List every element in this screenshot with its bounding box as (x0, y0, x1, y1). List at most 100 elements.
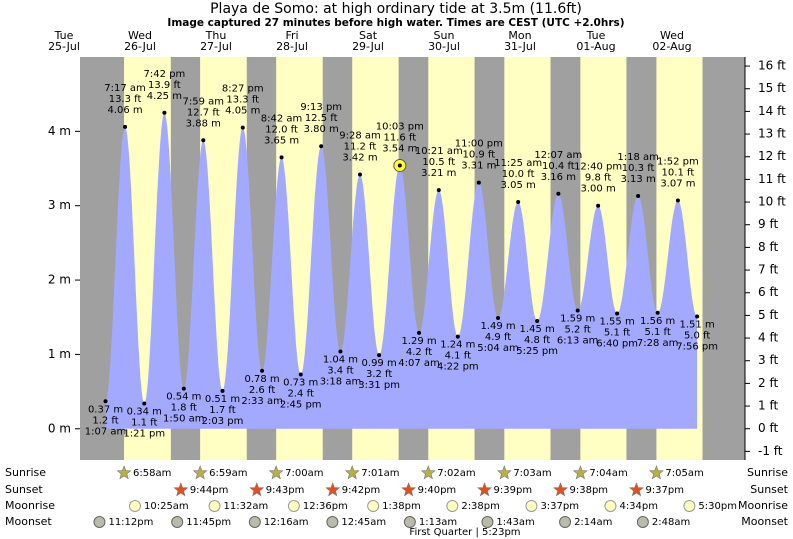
sunrise-icon (420, 465, 436, 480)
moonset-time: 12:45am (341, 517, 386, 528)
tide-point (279, 155, 284, 160)
moonrise-time: 11:32am (224, 501, 269, 512)
day-date: 29-Jul (352, 40, 384, 53)
sunrise-time: 7:03am (513, 468, 551, 479)
sunset-icon (552, 482, 569, 497)
tide-point (516, 199, 521, 204)
y2-tick-label: 5 ft (758, 308, 778, 322)
tide-label: 1:07 am (85, 426, 127, 437)
tide-point (496, 315, 501, 320)
y2-tick-label: 9 ft (758, 217, 778, 231)
chart-subtitle: Image captured 27 minutes before high wa… (167, 17, 624, 29)
tide-label: 1.7 ft (209, 405, 235, 416)
tide-point (162, 110, 167, 115)
sunrise-icon (496, 465, 512, 480)
sunset-icon (628, 482, 644, 497)
row-label-right: Moonrise (738, 499, 788, 512)
tide-label: 4.8 ft (524, 335, 550, 346)
tide-label: 10.4 ft (542, 161, 575, 172)
sunrise-time: 7:00am (285, 468, 323, 479)
tide-label: 8:42 am (261, 113, 303, 124)
tide-label: 10.1 ft (662, 168, 695, 179)
y2-tick-label: 16 ft (758, 59, 786, 73)
tide-label: 3.4 ft (327, 365, 353, 376)
row-label-right: Moonset (741, 515, 788, 528)
tide-point (201, 138, 206, 143)
y2-tick-label: 6 ft (758, 285, 778, 299)
tide-label: 7:28 am (637, 338, 679, 349)
tide-point (142, 401, 147, 406)
sunset-time: 9:38pm (570, 485, 609, 496)
sunrise-icon (648, 465, 664, 480)
tide-label: 1.56 m (640, 316, 675, 327)
tide-label: 5.1 ft (604, 328, 630, 339)
tide-label: 1.59 m (560, 314, 595, 325)
moonrise-time: 4:34pm (619, 501, 658, 512)
tide-point (615, 311, 620, 316)
moonset-time: 2:14am (574, 517, 612, 528)
tide-label: 3.42 m (342, 152, 377, 163)
moonset-icon (481, 516, 494, 528)
tide-label: 12:40 pm (574, 162, 622, 173)
day-date: 31-Jul (504, 40, 536, 53)
moonset-icon (403, 516, 416, 528)
tide-label: 4.1 ft (445, 351, 471, 362)
y2-tick-label: 0 ft (758, 421, 778, 435)
sunset-icon (173, 482, 189, 497)
tide-label: 0.73 m (283, 377, 318, 388)
row-label-left: Sunset (5, 483, 43, 496)
tide-label: 3:18 am (320, 376, 362, 387)
sunrise-icon (344, 465, 360, 480)
tide-label: 11.2 ft (344, 141, 377, 152)
tide-point (397, 163, 402, 168)
tide-label: 12:07 am (534, 150, 582, 161)
row-label-right: Sunset (750, 483, 788, 496)
tide-point (476, 180, 481, 185)
tide-label: 7:42 pm (144, 69, 186, 80)
moonrise-icon (604, 500, 617, 512)
moonset-icon (93, 516, 106, 528)
y2-tick-label: 1 ft (758, 399, 778, 413)
sunset-time: 9:43pm (266, 485, 305, 496)
moonset-time: 11:12pm (108, 517, 153, 528)
tide-label: 10:03 pm (376, 122, 424, 133)
sunrise-time: 7:02am (437, 468, 475, 479)
tide-point (298, 372, 303, 377)
tide-label: 1.51 m (680, 319, 715, 330)
sunrise-icon (192, 465, 208, 480)
tide-point (123, 124, 128, 129)
y2-tick-label: 2 ft (758, 376, 778, 390)
tide-label: 1:50 am (163, 414, 205, 425)
y2-tick-label: 4 ft (758, 331, 778, 345)
moonset-time: 1:43am (496, 517, 534, 528)
moonrise-icon (446, 500, 459, 512)
tide-label: 0.99 m (362, 358, 397, 369)
tide-label: 7:56 pm (676, 341, 718, 352)
moonrise-time: 10:25am (144, 501, 189, 512)
y2-tick-label: -1 ft (758, 444, 783, 458)
tide-label: 0.54 m (166, 392, 201, 403)
tide-label: 10:21 am (415, 146, 463, 157)
sunset-icon (477, 482, 493, 497)
tide-label: 10.0 ft (502, 169, 535, 180)
sunrise-time: 7:05am (665, 468, 703, 479)
y2-tick-label: 15 ft (758, 81, 786, 95)
tide-point (377, 353, 382, 358)
tide-point (636, 194, 641, 199)
tide-label: 1.04 m (323, 354, 358, 365)
y2-tick-label: 10 ft (758, 195, 786, 209)
tide-label: 2:03 pm (202, 416, 244, 427)
moonrise-time: 3:37pm (540, 501, 579, 512)
tide-label: 3.07 m (660, 179, 695, 190)
tide-label: 11:25 am (494, 158, 542, 169)
y-tick-label: 4 m (48, 124, 71, 138)
tide-label: 13.9 ft (148, 80, 181, 91)
tide-label: 4.9 ft (485, 332, 511, 343)
y2-tick-label: 8 ft (758, 240, 778, 254)
moonrise-time: 12:36pm (303, 501, 348, 512)
day-date: 01-Aug (576, 40, 615, 53)
sunrise-time: 6:59am (209, 468, 247, 479)
row-label-left: Moonrise (5, 499, 55, 512)
tide-label: 3.05 m (501, 180, 536, 191)
